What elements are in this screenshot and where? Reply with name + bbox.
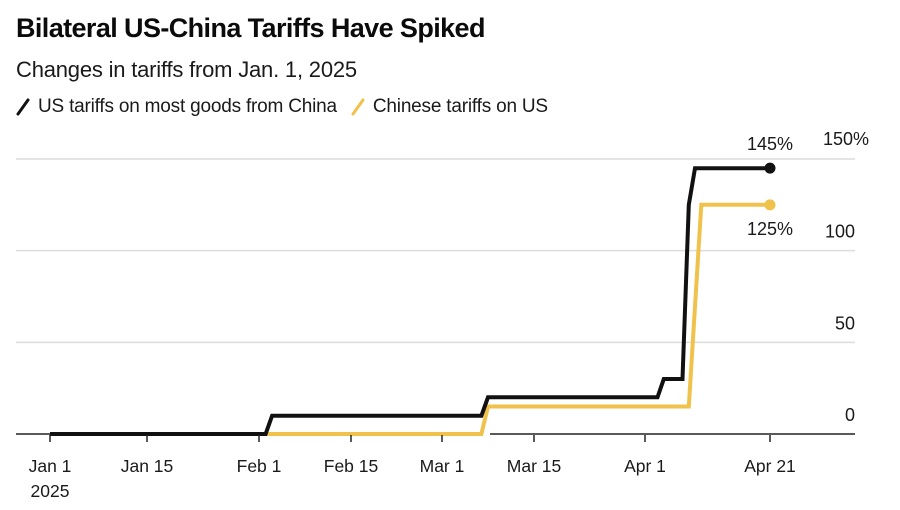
legend: US tariffs on most goods from China Chin… <box>16 96 562 118</box>
legend-item-china-tariffs: Chinese tariffs on US <box>351 96 548 118</box>
legend-label-us-tariffs: US tariffs on most goods from China <box>38 96 337 117</box>
series-end-label: 145% <box>747 134 793 154</box>
legend-item-us-tariffs: US tariffs on most goods from China <box>16 96 337 118</box>
chart-title: Bilateral US-China Tariffs Have Spiked <box>16 13 485 43</box>
y-tick-label: 150% <box>823 129 869 149</box>
x-tick-label: Jan 1 <box>29 456 72 476</box>
chart-subtitle: Changes in tariffs from Jan. 1, 2025 <box>16 57 357 82</box>
x-tick-label: Apr 21 <box>744 456 796 476</box>
x-tick-label: Feb 15 <box>324 456 378 476</box>
line-swatch-icon <box>16 98 30 116</box>
legend-swatch-us <box>16 98 30 116</box>
line-swatch-icon <box>351 98 365 116</box>
x-tick-label: Apr 1 <box>624 456 666 476</box>
x-tick-label: Jan 15 <box>121 456 174 476</box>
x-tick-label: Mar 1 <box>420 456 465 476</box>
y-tick-label: 50 <box>835 313 855 333</box>
legend-label-china-tariffs: Chinese tariffs on US <box>372 96 548 117</box>
x-tick-sublabel: 2025 <box>31 481 70 501</box>
series-line <box>50 166 770 436</box>
series-end-label: 125% <box>747 219 793 239</box>
y-tick-label: 0 <box>845 405 855 425</box>
series-end-dot <box>764 199 776 211</box>
x-tick-label: Mar 15 <box>507 456 561 476</box>
x-tick-label: Feb 1 <box>237 456 282 476</box>
series-line <box>50 202 770 436</box>
series-end-dot <box>764 162 776 174</box>
y-tick-label: 100 <box>825 222 855 242</box>
legend-swatch-china <box>351 98 365 116</box>
